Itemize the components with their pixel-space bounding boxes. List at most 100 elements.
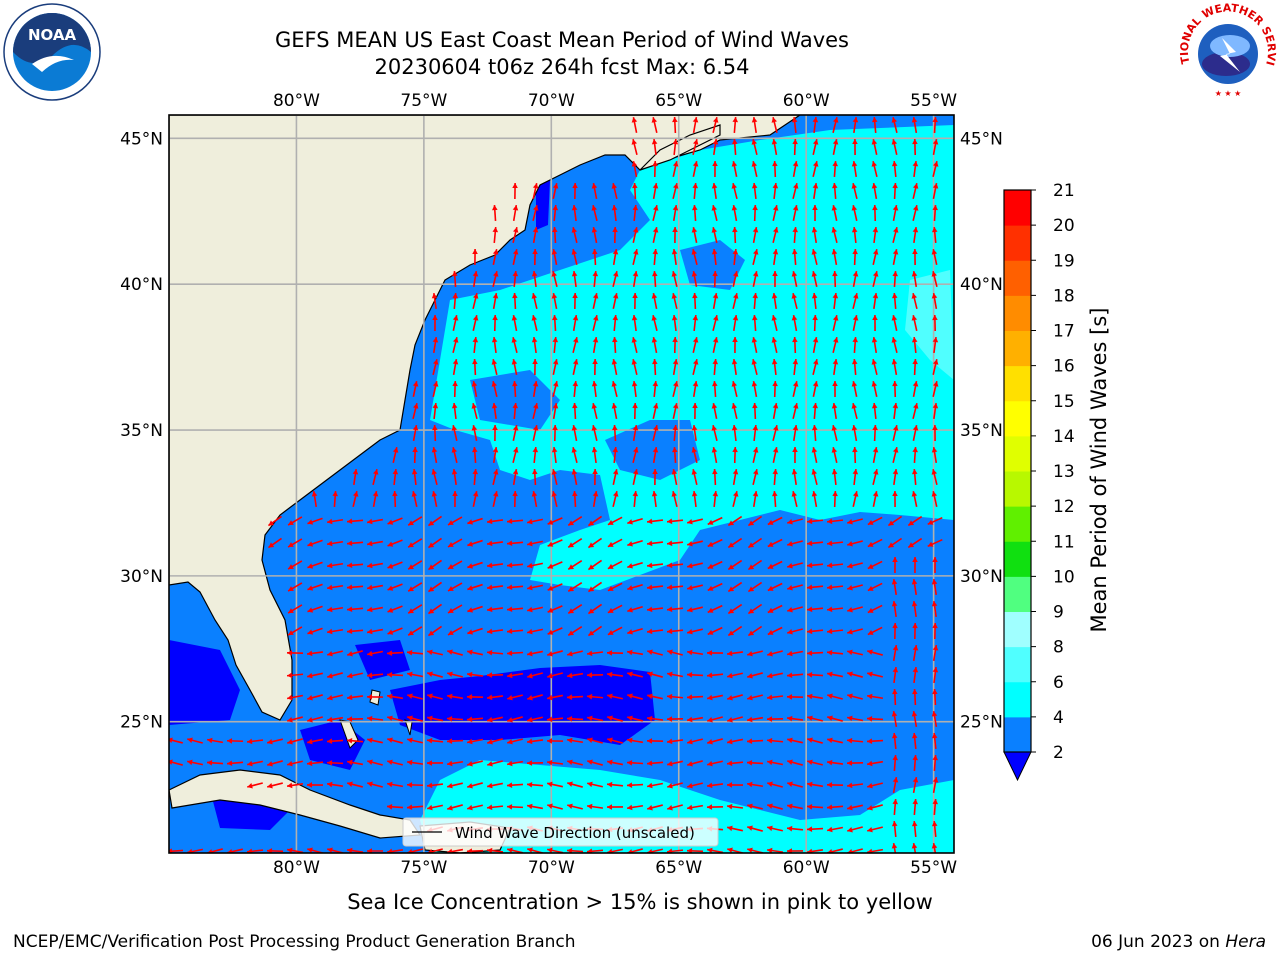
wind-arrow-748 <box>466 716 484 723</box>
wind-arrow-108 <box>792 226 799 244</box>
wind-arrow-542 <box>307 583 323 591</box>
wind-arrow-168 <box>492 292 499 310</box>
wind-arrow-30 <box>912 138 918 156</box>
wind-arrow-31 <box>932 138 939 156</box>
wind-arrow-793 <box>587 737 603 744</box>
footer-credit: NCEP/EMC/Verification Post Processing Pr… <box>13 932 576 952</box>
wind-arrow-281 <box>652 380 659 398</box>
wind-arrow-647 <box>427 649 443 656</box>
wind-arrow-901 <box>706 804 724 810</box>
wind-arrow-84 <box>772 205 779 221</box>
wind-arrow-622 <box>587 625 603 637</box>
wind-arrow-511 <box>346 562 364 569</box>
wind-arrow-934 <box>847 826 863 833</box>
wind-arrow-94 <box>512 227 519 243</box>
wind-arrow-875 <box>746 781 764 788</box>
wind-arrow-612 <box>387 627 403 635</box>
colorbar-segment-13 <box>1004 260 1031 296</box>
wind-arrow-195 <box>511 314 518 332</box>
wind-arrow-325 <box>451 425 458 441</box>
wind-arrow-970 <box>786 848 804 853</box>
wind-arrow-633 <box>806 628 824 635</box>
wind-arrow-142 <box>492 271 499 287</box>
wind-arrow-626 <box>666 628 684 635</box>
wind-arrow-900 <box>686 804 704 811</box>
colorbar-tick-15: 20 <box>1053 216 1075 236</box>
wind-arrow-314 <box>772 402 779 420</box>
wind-arrow-889 <box>467 804 483 811</box>
wind-arrow-833 <box>606 759 624 766</box>
footer-host: Hera <box>1225 932 1266 952</box>
wind-arrow-58 <box>711 182 718 200</box>
wind-arrow-912 <box>932 798 939 816</box>
colorbar-tick-2: 6 <box>1053 673 1064 693</box>
wind-arrow-773 <box>187 737 203 744</box>
wind-arrow-556 <box>587 581 603 593</box>
wind-arrow-816 <box>267 760 283 767</box>
wind-arrow-737 <box>912 688 918 706</box>
wind-arrow-664 <box>767 650 783 657</box>
wind-arrow-293 <box>892 380 898 398</box>
wind-arrow-249 <box>552 359 559 375</box>
wind-arrow-269 <box>412 381 419 397</box>
wind-arrow-349 <box>932 424 938 442</box>
wind-arrow-25 <box>812 139 819 155</box>
wind-arrow-274 <box>512 380 518 398</box>
wind-arrow-36 <box>712 160 718 178</box>
wind-arrow-291 <box>851 381 858 397</box>
wind-arrow-660 <box>686 649 704 656</box>
wind-arrow-598 <box>767 604 783 614</box>
wind-arrow-438 <box>911 491 918 507</box>
wind-arrow-345 <box>851 424 858 442</box>
lat-tick-left-0: 45°N <box>120 129 163 149</box>
colorbar-segment-15 <box>1004 190 1031 226</box>
wind-arrow-453 <box>527 518 543 525</box>
wind-arrow-28 <box>871 139 878 155</box>
lon-tick-bottom-1: 75°W <box>400 858 447 878</box>
wind-arrow-535 <box>826 562 844 569</box>
wind-arrow-174 <box>612 293 619 309</box>
wind-arrow-666 <box>806 650 824 656</box>
wind-arrow-275 <box>532 380 539 398</box>
wind-arrow-624 <box>627 628 643 635</box>
blue-patch-mid <box>605 420 700 480</box>
wind-arrow-654 <box>567 650 583 657</box>
colorbar-segment-14 <box>1004 225 1031 261</box>
wind-arrow-114 <box>912 226 919 244</box>
wind-arrow-714 <box>446 693 464 700</box>
wind-arrow-320 <box>892 402 899 420</box>
wind-arrow-354 <box>471 446 478 464</box>
wind-arrow-619 <box>527 628 543 635</box>
wind-arrow-618 <box>506 628 524 635</box>
wind-arrow-820 <box>346 759 364 766</box>
wind-arrow-553 <box>527 584 543 591</box>
wind-arrow-143 <box>512 270 519 288</box>
wind-arrow-124 <box>632 249 639 265</box>
wind-arrow-273 <box>491 381 498 397</box>
colorbar-tick-12: 17 <box>1053 322 1075 342</box>
wind-arrow-870 <box>646 782 664 789</box>
wind-arrow-561 <box>687 584 703 591</box>
wind-arrow-38 <box>751 161 758 177</box>
wind-arrow-543 <box>326 584 344 591</box>
wind-arrow-526 <box>646 562 664 569</box>
wind-arrow-147 <box>592 270 599 288</box>
wind-arrow-801 <box>746 738 764 744</box>
wind-arrow-277 <box>572 380 579 398</box>
wind-arrow-841 <box>766 759 784 766</box>
lat-tick-left-2: 35°N <box>120 421 163 441</box>
wind-arrow-482 <box>427 537 443 549</box>
wind-arrow-339 <box>731 424 738 442</box>
wind-arrow-935 <box>867 826 883 833</box>
wind-arrow-390 <box>592 468 598 486</box>
lat-tick-left-1: 40°N <box>120 275 163 295</box>
wind-arrow-885 <box>386 803 404 810</box>
colorbar-tick-16: 21 <box>1053 181 1075 201</box>
wind-arrow-97 <box>571 227 578 243</box>
wind-arrow-207 <box>751 314 758 332</box>
wind-arrow-80 <box>691 204 698 222</box>
wind-arrow-398 <box>752 469 759 485</box>
wind-arrow-589 <box>587 603 603 615</box>
wind-arrow-569 <box>847 584 863 591</box>
wind-arrow-485 <box>486 540 504 547</box>
